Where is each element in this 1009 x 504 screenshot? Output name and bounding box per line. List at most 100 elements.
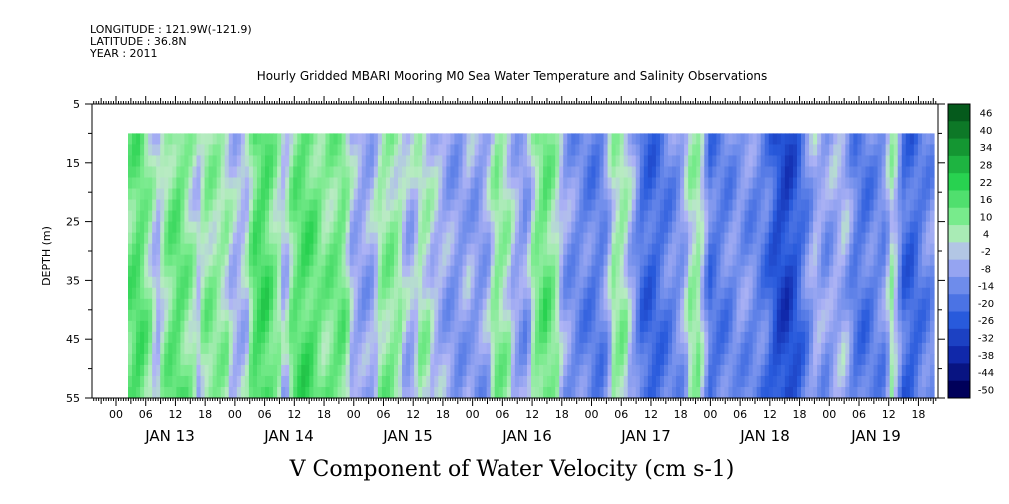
heatmap-cell — [869, 177, 875, 190]
heatmap-cell — [663, 254, 669, 267]
heatmap-cell — [788, 166, 794, 179]
heatmap-cell — [615, 254, 621, 267]
heatmap-cell — [208, 144, 214, 157]
heatmap-cell — [861, 177, 867, 190]
heatmap-cell — [164, 364, 169, 377]
heatmap-cell — [200, 166, 206, 179]
heatmap-cell — [720, 364, 726, 377]
heatmap-cell — [393, 199, 399, 212]
heatmap-cell — [285, 386, 290, 399]
heatmap-cell — [196, 199, 202, 212]
heatmap-cell — [865, 386, 871, 399]
heatmap-cell — [438, 166, 443, 179]
heatmap-cell — [365, 320, 371, 333]
heatmap-cell — [893, 133, 899, 146]
heatmap-cell — [458, 331, 464, 344]
heatmap-cell — [748, 364, 754, 377]
heatmap-cell — [454, 177, 460, 190]
heatmap-cell — [273, 364, 278, 377]
heatmap-cell — [498, 386, 504, 399]
heatmap-cell — [825, 243, 830, 256]
heatmap-cell — [853, 188, 859, 201]
heatmap-cell — [398, 298, 403, 311]
heatmap-cell — [805, 177, 810, 190]
heatmap-cell — [917, 144, 923, 157]
heatmap-cell — [780, 188, 786, 201]
heatmap-cell — [414, 210, 419, 223]
heatmap-cell — [256, 309, 262, 322]
heatmap-cell — [252, 221, 258, 234]
heatmap-cell — [849, 221, 854, 234]
heatmap-cell — [289, 342, 294, 355]
heatmap-cell — [506, 331, 512, 344]
heatmap-cell — [829, 320, 834, 333]
heatmap-cell — [224, 221, 230, 234]
heatmap-cell — [841, 177, 846, 190]
y-tick-label: 55 — [66, 392, 80, 405]
heatmap-cell — [260, 342, 266, 355]
heatmap-cell — [559, 166, 564, 179]
heatmap-cell — [470, 254, 476, 267]
heatmap-cell — [450, 353, 456, 366]
heatmap-cell — [216, 144, 222, 157]
heatmap-cell — [337, 199, 343, 212]
heatmap-cell — [293, 243, 298, 256]
heatmap-cell — [716, 166, 722, 179]
heatmap-cell — [809, 309, 814, 322]
heatmap-cell — [393, 254, 399, 267]
heatmap-cell — [700, 265, 705, 278]
heatmap-cell — [160, 375, 165, 388]
heatmap-cell — [192, 265, 198, 278]
heatmap-cell — [651, 188, 657, 201]
heatmap-cell — [893, 188, 899, 201]
heatmap-cell — [881, 320, 887, 333]
heatmap-cell — [877, 342, 883, 355]
heatmap-cell — [333, 386, 339, 399]
heatmap-cell — [502, 144, 508, 157]
heatmap-cell — [829, 353, 834, 366]
heatmap-cell — [631, 221, 637, 234]
heatmap-cell — [389, 331, 395, 344]
heatmap-cell — [438, 287, 443, 300]
heatmap-cell — [377, 254, 383, 267]
heatmap-cell — [482, 243, 488, 256]
heatmap-cell — [192, 232, 198, 245]
heatmap-cell — [736, 254, 742, 267]
heatmap-cell — [160, 364, 165, 377]
heatmap-cell — [293, 342, 298, 355]
heatmap-cell — [498, 243, 504, 256]
heatmap-cell — [708, 155, 713, 168]
heatmap-cell — [281, 144, 286, 157]
heatmap-cell — [809, 375, 814, 388]
heatmap-cell — [776, 309, 782, 322]
heatmap-cell — [446, 353, 451, 366]
heatmap-cell — [248, 133, 254, 146]
heatmap-cell — [341, 320, 347, 333]
heatmap-cell — [901, 133, 907, 146]
heatmap-cell — [543, 287, 548, 300]
heatmap-cell — [567, 177, 572, 190]
heatmap-cell — [450, 375, 456, 388]
heatmap-cell — [430, 287, 435, 300]
heatmap-cell — [285, 155, 290, 168]
heatmap-cell — [232, 199, 238, 212]
heatmap-cell — [611, 177, 617, 190]
heatmap-cell — [478, 155, 484, 168]
heatmap-cell — [474, 342, 480, 355]
heatmap-cell — [450, 364, 456, 377]
heatmap-cell — [490, 177, 496, 190]
heatmap-cell — [329, 265, 335, 278]
heatmap-cell — [571, 155, 576, 168]
heatmap-cell — [599, 166, 605, 179]
heatmap-cell — [837, 287, 842, 300]
heatmap-cell — [873, 210, 879, 223]
heatmap-cell — [768, 199, 774, 212]
heatmap-cell — [728, 199, 734, 212]
heatmap-cell — [442, 320, 447, 333]
heatmap-cell — [393, 298, 399, 311]
heatmap-cell — [752, 254, 758, 267]
heatmap-cell — [430, 133, 435, 146]
heatmap-cell — [833, 386, 838, 399]
heatmap-cell — [176, 287, 181, 300]
